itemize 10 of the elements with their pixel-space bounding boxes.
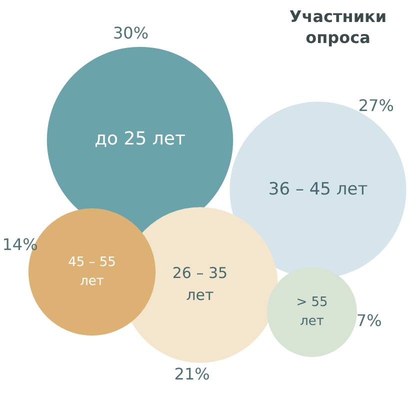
category-label: > 55 лет	[296, 294, 328, 329]
text: Участники опроса	[288, 6, 388, 48]
category-label: 36 – 45 лет	[268, 179, 368, 200]
category-label: 26 – 35 лет	[172, 264, 228, 304]
data-label: 30%	[112, 23, 149, 42]
data-label: 7%	[356, 311, 382, 330]
data-label: 27%	[358, 96, 394, 116]
category-label: до 25 лет	[94, 128, 186, 150]
data-label: 21%	[174, 364, 210, 384]
category-label: 45 – 55 лет	[68, 254, 116, 289]
